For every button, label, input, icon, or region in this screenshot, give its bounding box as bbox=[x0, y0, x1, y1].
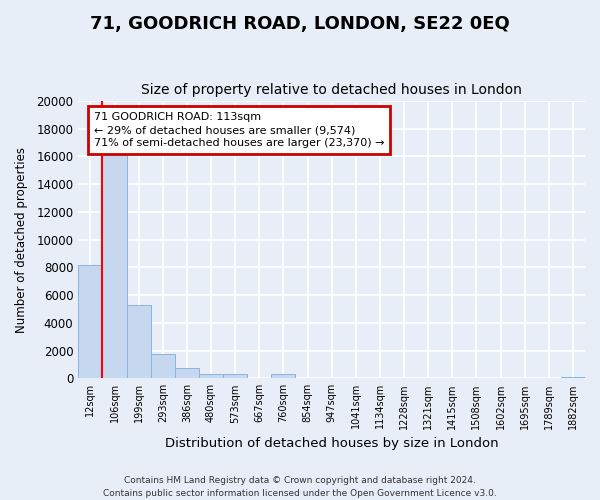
Bar bbox=[223, 374, 247, 378]
Text: Contains HM Land Registry data © Crown copyright and database right 2024.
Contai: Contains HM Land Registry data © Crown c… bbox=[103, 476, 497, 498]
Bar bbox=[151, 354, 175, 378]
Bar bbox=[127, 305, 151, 378]
Y-axis label: Number of detached properties: Number of detached properties bbox=[15, 146, 28, 332]
X-axis label: Distribution of detached houses by size in London: Distribution of detached houses by size … bbox=[165, 437, 499, 450]
Bar bbox=[561, 376, 585, 378]
Text: 71, GOODRICH ROAD, LONDON, SE22 0EQ: 71, GOODRICH ROAD, LONDON, SE22 0EQ bbox=[90, 15, 510, 33]
Bar bbox=[103, 148, 127, 378]
Text: 71 GOODRICH ROAD: 113sqm
← 29% of detached houses are smaller (9,574)
71% of sem: 71 GOODRICH ROAD: 113sqm ← 29% of detach… bbox=[94, 112, 384, 148]
Title: Size of property relative to detached houses in London: Size of property relative to detached ho… bbox=[141, 83, 522, 97]
Bar bbox=[175, 368, 199, 378]
Bar bbox=[271, 374, 295, 378]
Bar bbox=[79, 264, 103, 378]
Bar bbox=[199, 374, 223, 378]
